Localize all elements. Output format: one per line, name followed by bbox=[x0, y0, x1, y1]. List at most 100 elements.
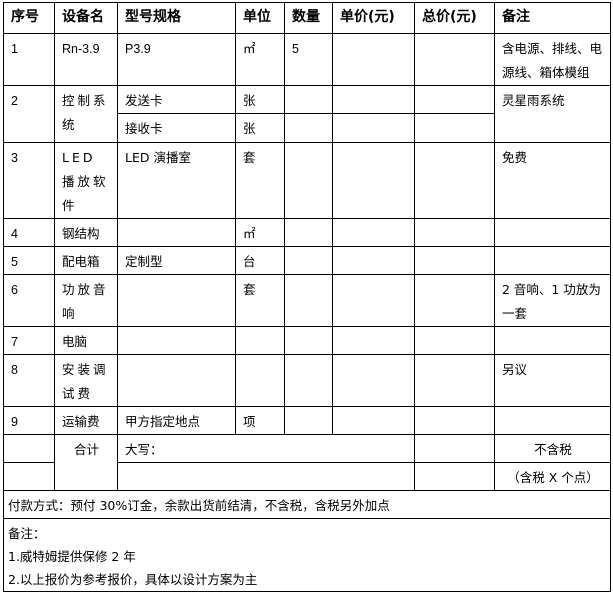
cell-qty bbox=[284, 406, 333, 435]
cell-unit: 张 bbox=[235, 113, 285, 143]
table-row: 1 Rn-3.9 P3.9 ㎡ 5 含电源、排线、电源线、箱体模组 bbox=[3, 33, 611, 86]
cell-no: 1 bbox=[3, 33, 55, 86]
header-unit-price: 单价(元) bbox=[332, 2, 415, 34]
cell-no: 6 bbox=[3, 274, 55, 327]
cell-unit: 台 bbox=[235, 246, 285, 275]
cell-name: Rn-3.9 bbox=[54, 33, 118, 86]
cell-qty: 5 bbox=[284, 33, 333, 86]
total-remark-excl-tax: 不含税 bbox=[494, 434, 611, 463]
cell-no: 3 bbox=[3, 142, 55, 219]
cell-spec: LED 演播室 bbox=[117, 142, 236, 219]
table-row: 6 功放音响 套 2 音响、1 功放为一套 bbox=[3, 274, 611, 327]
table-row: 9 运输费 甲方指定地点 项 bbox=[3, 406, 611, 435]
cell-remark: 含电源、排线、电源线、箱体模组 bbox=[494, 33, 611, 86]
cell-unit-price bbox=[332, 218, 415, 247]
cell-blank bbox=[3, 462, 55, 491]
table-row: 4 钢结构 ㎡ bbox=[3, 218, 611, 247]
table-row: 7 电脑 bbox=[3, 326, 611, 355]
cell-total-price bbox=[414, 246, 495, 275]
payment-row: 付款方式：预付 30%订金，余款出货前结清，不含税，含税另外加点 bbox=[3, 490, 611, 519]
cell-total-price bbox=[414, 354, 495, 407]
table-row: 3 LED 播放软件 LED 演播室 套 免费 bbox=[3, 142, 611, 219]
header-no: 序号 bbox=[3, 2, 55, 34]
cell-spec: 定制型 bbox=[117, 246, 236, 275]
cell-name: 配电箱 bbox=[54, 246, 118, 275]
cell-unit-price bbox=[332, 85, 415, 114]
cell-unit-price bbox=[332, 326, 415, 355]
header-spec: 型号规格 bbox=[117, 2, 236, 34]
header-remark: 备注 bbox=[494, 2, 611, 34]
cell-name: 安装调试费 bbox=[54, 354, 118, 407]
cell-remark: 免费 bbox=[494, 142, 611, 219]
cell-total-price bbox=[414, 406, 495, 435]
header-qty: 数量 bbox=[284, 2, 333, 34]
cell-remark: 另议 bbox=[494, 354, 611, 407]
note-item: 1.威特姆提供保修 2 年 bbox=[8, 549, 136, 564]
cell-name: 运输费 bbox=[54, 406, 118, 435]
header-total-price: 总价(元) bbox=[414, 2, 495, 34]
cell-no: 2 bbox=[3, 85, 55, 143]
cell-unit-price bbox=[332, 113, 415, 143]
notes-row: 备注： 1.威特姆提供保修 2 年 2.以上报价为参考报价，具体以设计方案为主 bbox=[3, 518, 611, 592]
cell-qty bbox=[284, 354, 333, 407]
cell-total-price bbox=[414, 274, 495, 327]
cell-name: LED 播放软件 bbox=[54, 142, 118, 219]
cell-total-price bbox=[414, 326, 495, 355]
header-row: 序号 设备名 型号规格 单位 数量 单价(元) 总价(元) 备注 bbox=[3, 2, 611, 34]
cell-remark bbox=[494, 218, 611, 247]
cell-name: 钢结构 bbox=[54, 218, 118, 247]
cell-unit-price bbox=[332, 33, 415, 86]
cell-total-price bbox=[414, 33, 495, 86]
cell-qty bbox=[284, 274, 333, 327]
cell-unit: 张 bbox=[235, 85, 285, 114]
cell-qty bbox=[284, 142, 333, 219]
cell-qty bbox=[284, 85, 333, 114]
cell-remark: 2 音响、1 功放为一套 bbox=[494, 274, 611, 327]
notes-title: 备注： bbox=[8, 526, 46, 541]
total-label: 合计 bbox=[54, 434, 118, 491]
cell-unit bbox=[235, 354, 285, 407]
cell-no: 8 bbox=[3, 354, 55, 407]
cell-qty bbox=[284, 113, 333, 143]
notes: 备注： 1.威特姆提供保修 2 年 2.以上报价为参考报价，具体以设计方案为主 bbox=[3, 518, 611, 592]
quotation-table: 序号 设备名 型号规格 单位 数量 单价(元) 总价(元) 备注 1 Rn-3.… bbox=[3, 2, 611, 592]
cell-unit-price bbox=[332, 142, 415, 219]
total-uppercase: 大写： bbox=[117, 434, 415, 463]
cell-name: 控制系统 bbox=[54, 85, 118, 143]
payment-terms: 付款方式：预付 30%订金，余款出货前结清，不含税，含税另外加点 bbox=[3, 490, 611, 519]
cell-unit-price bbox=[332, 406, 415, 435]
table-row: 接收卡 张 bbox=[4, 113, 611, 143]
cell-spec: 甲方指定地点 bbox=[117, 406, 236, 435]
total-row: 合计 大写： 不含税 bbox=[3, 434, 611, 491]
cell-spec bbox=[117, 354, 236, 407]
cell-spec bbox=[117, 218, 236, 247]
cell-spec bbox=[117, 326, 236, 355]
cell-spec: 接收卡 bbox=[117, 113, 236, 143]
cell-unit: ㎡ bbox=[235, 33, 285, 86]
cell-no: 7 bbox=[3, 326, 55, 355]
cell-unit: 项 bbox=[235, 406, 285, 435]
total-remark-incl-tax: （含税 X 个点） bbox=[494, 462, 611, 491]
cell-unit-price bbox=[332, 354, 415, 407]
cell-total-price bbox=[414, 218, 495, 247]
cell-unit: 套 bbox=[235, 142, 285, 219]
header-unit: 单位 bbox=[235, 2, 285, 34]
total-amount bbox=[414, 434, 495, 463]
total-amount-tax bbox=[414, 462, 495, 491]
cell-remark bbox=[494, 326, 611, 355]
cell-unit bbox=[235, 326, 285, 355]
table-row: 8 安装调试费 另议 bbox=[3, 354, 611, 407]
table-row: 5 配电箱 定制型 台 bbox=[3, 246, 611, 275]
total-uppercase-tax bbox=[117, 462, 415, 491]
cell-remark bbox=[494, 406, 611, 435]
header-name: 设备名 bbox=[54, 2, 118, 34]
cell-qty bbox=[284, 326, 333, 355]
cell-remark: 灵星雨系统 bbox=[494, 85, 611, 143]
cell-blank bbox=[3, 434, 55, 463]
note-item: 2.以上报价为参考报价，具体以设计方案为主 bbox=[8, 572, 258, 587]
cell-qty bbox=[284, 246, 333, 275]
cell-no: 4 bbox=[3, 218, 55, 247]
cell-spec: P3.9 bbox=[117, 33, 236, 86]
cell-name: 电脑 bbox=[54, 326, 118, 355]
cell-unit: ㎡ bbox=[235, 218, 285, 247]
